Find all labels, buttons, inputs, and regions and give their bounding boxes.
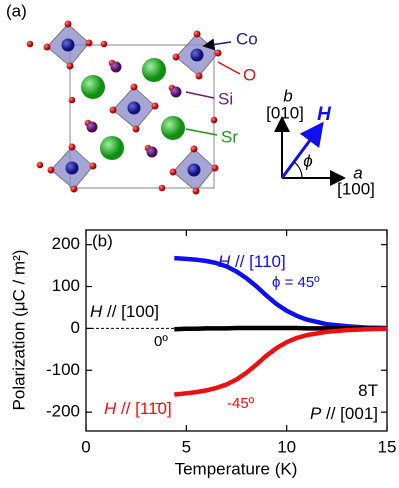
annotation-text: // [110] bbox=[235, 252, 286, 271]
cobalt bbox=[127, 101, 141, 115]
atom-label: Co bbox=[236, 29, 258, 48]
oxygen bbox=[211, 164, 219, 172]
oxygen bbox=[70, 185, 78, 193]
annotation-symbol: H bbox=[218, 252, 231, 271]
pointer bbox=[185, 128, 218, 136]
oxygen bbox=[151, 102, 159, 110]
oxygen bbox=[172, 53, 180, 61]
oxygen bbox=[47, 166, 55, 174]
annotation-text: // [100] bbox=[107, 302, 159, 321]
axis-direction: [100] bbox=[337, 179, 375, 198]
axis-direction: [010] bbox=[266, 103, 304, 122]
oxygen bbox=[210, 116, 218, 124]
x-tick-label: 15 bbox=[378, 437, 397, 456]
x-axis-title: Temperature (K) bbox=[175, 459, 298, 478]
annotation: P // [001] bbox=[310, 404, 378, 423]
oxygen bbox=[36, 161, 44, 169]
oxygen bbox=[190, 145, 198, 153]
annotation: ϕ = 45º bbox=[272, 274, 320, 291]
field-label: H bbox=[317, 104, 332, 125]
oxygen bbox=[66, 62, 74, 70]
oxygen bbox=[26, 40, 34, 48]
panel-label: (a) bbox=[6, 1, 27, 20]
pointer bbox=[202, 38, 232, 51]
series-line bbox=[174, 326, 388, 397]
oxygen bbox=[100, 40, 108, 48]
y-tick-label: -200 bbox=[46, 402, 80, 421]
annotation-symbol: P bbox=[310, 404, 322, 423]
oxygen bbox=[195, 72, 203, 80]
oxygen bbox=[89, 162, 97, 170]
annotation-text: // [11̄0] bbox=[121, 399, 172, 418]
series-line bbox=[174, 255, 388, 331]
axes-diagram: b [010] H ϕ a [100] bbox=[266, 86, 375, 198]
cobalt bbox=[61, 38, 75, 52]
angle-label: ϕ bbox=[303, 151, 312, 170]
y-axis-title: Polarization (μC / m²) bbox=[9, 250, 28, 411]
x-tick-label: 0 bbox=[81, 437, 90, 456]
oxygen bbox=[132, 125, 140, 133]
oxygen bbox=[192, 187, 200, 195]
atom-label: O bbox=[243, 65, 256, 84]
axis-name: a bbox=[353, 163, 362, 182]
annotation: -45º bbox=[227, 395, 255, 412]
silicon bbox=[86, 121, 98, 133]
oxygen bbox=[109, 106, 117, 114]
oxygen bbox=[64, 20, 72, 28]
y-tick-label: 200 bbox=[52, 234, 80, 253]
panel-label: (b) bbox=[92, 231, 113, 250]
annotation-text: 8T bbox=[358, 381, 378, 400]
oxygen bbox=[68, 96, 76, 104]
cobalt bbox=[187, 163, 201, 177]
oxygen bbox=[214, 49, 222, 57]
annotation-text: 0º bbox=[154, 333, 168, 350]
annotation-symbol: H bbox=[104, 399, 117, 418]
atom-label: Si bbox=[218, 89, 233, 108]
oxygen bbox=[43, 43, 51, 51]
oxygen bbox=[193, 30, 201, 38]
silicon bbox=[170, 86, 182, 98]
strontium bbox=[161, 116, 185, 140]
strontium bbox=[100, 136, 124, 160]
silicon bbox=[110, 61, 122, 73]
annotation: H // [11̄0] bbox=[104, 399, 172, 418]
oxygen bbox=[85, 39, 93, 47]
strontium bbox=[81, 75, 105, 99]
y-tick-label: 100 bbox=[52, 276, 80, 295]
annotation-text: -45º bbox=[227, 395, 255, 412]
pointer bbox=[217, 61, 241, 75]
annotation: 0º bbox=[154, 333, 168, 350]
atom-label: Sr bbox=[221, 127, 238, 146]
oxygen bbox=[169, 168, 177, 176]
annotation-symbol: H bbox=[90, 302, 103, 321]
annotation-text: ϕ = 45º bbox=[272, 274, 320, 291]
oxygen bbox=[158, 184, 166, 192]
cobalt bbox=[65, 161, 79, 175]
oxygen bbox=[68, 143, 76, 151]
x-tick-label: 10 bbox=[277, 437, 296, 456]
annotation: H // [110] bbox=[218, 252, 286, 271]
axis-name: b bbox=[283, 86, 292, 105]
annotation-text: // [001] bbox=[326, 404, 378, 423]
y-tick-label: -100 bbox=[46, 360, 80, 379]
pointer bbox=[185, 91, 215, 99]
series-line bbox=[174, 325, 387, 332]
y-tick-label: 0 bbox=[71, 318, 80, 337]
silicon bbox=[146, 146, 158, 158]
crystal-structure bbox=[26, 20, 222, 195]
strontium bbox=[142, 58, 166, 82]
x-tick-label: 5 bbox=[182, 437, 191, 456]
oxygen bbox=[130, 83, 138, 91]
atom-labels: Co O Si Sr bbox=[185, 29, 258, 146]
cobalt bbox=[190, 48, 204, 62]
annotation: H // [100] bbox=[90, 302, 159, 321]
annotation: 8T bbox=[358, 381, 378, 400]
